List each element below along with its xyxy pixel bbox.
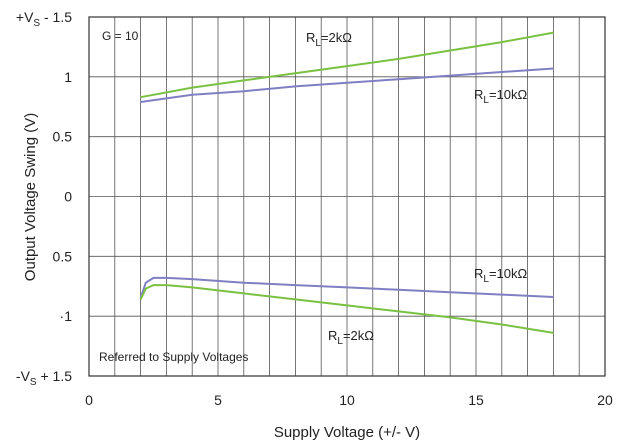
gain-annotation: G = 10 [102, 29, 139, 43]
series-label: RL=2kΩ [328, 328, 374, 347]
plot-frame [88, 16, 606, 377]
x-tick-label: 10 [339, 392, 355, 408]
x-tick-label: 0 [85, 392, 93, 408]
series-lines [139, 31, 554, 334]
tick-labels: 0 5 10 15 20 +VS - 1.5 1 0.5 0 0.5 ·1 -VS + 1.5 [16, 9, 613, 408]
y-tick-label: 0.5 [53, 248, 73, 264]
y-tick-label: ·1 [60, 308, 73, 324]
y-tick-label: 0.5 [53, 129, 73, 145]
supply-note-annotation: Referred to Supply Voltages [99, 350, 248, 364]
series-line [140, 67, 554, 103]
y-tick-label: 0 [64, 189, 72, 205]
series-label: RL=10kΩ [474, 266, 528, 285]
y-tick-label: -VS + 1.5 [16, 368, 72, 388]
x-axis-label: Supply Voltage (+/- V) [274, 424, 420, 441]
y-axis-label: Output Voltage Swing (V) [22, 113, 39, 281]
series-label: RL=2kΩ [306, 30, 352, 49]
series-line [139, 284, 554, 334]
x-tick-label: 15 [468, 392, 484, 408]
x-tick-label: 5 [214, 392, 222, 408]
y-tick-label: +VS - 1.5 [16, 9, 72, 29]
series-labels: RL=2kΩ RL=10kΩ RL=10kΩ RL=2kΩ [306, 30, 528, 347]
grid [89, 17, 605, 376]
y-tick-label: 1 [64, 69, 72, 85]
series-line [139, 276, 554, 299]
x-tick-label: 20 [597, 392, 613, 408]
series-label: RL=10kΩ [474, 87, 528, 106]
series-line [140, 31, 554, 99]
